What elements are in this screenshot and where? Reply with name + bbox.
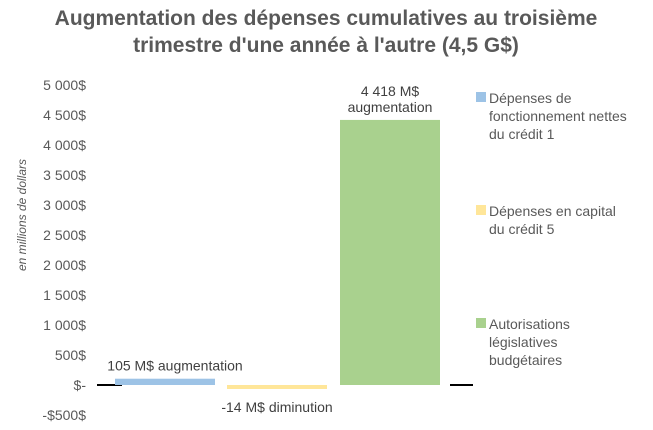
data-label-3: augmentation	[348, 99, 433, 115]
y-tick-label: 2 500$	[43, 227, 86, 243]
legend-label-2: Dépenses en capital	[489, 203, 616, 219]
y-tick-label: 3 500$	[43, 167, 86, 183]
y-tick-label: $-	[74, 377, 87, 393]
bar-3	[340, 119, 440, 386]
legend-label-1: fonctionnement nettes	[489, 108, 627, 124]
chart-title-line-2: trimestre d'une année à l'autre (4,5 G$)	[133, 34, 519, 57]
data-labels: 105 M$ augmentation -14 M$ diminution 4 41…	[107, 83, 432, 415]
bar-2	[227, 385, 327, 389]
legend-label-3: législatives	[489, 334, 557, 350]
bars	[97, 119, 473, 389]
legend-swatch-3	[476, 318, 486, 328]
legend-label-2: du crédit 5	[489, 221, 555, 237]
y-tick-label: 1 000$	[43, 317, 86, 333]
data-label-2: -14 M$ diminution	[221, 399, 332, 415]
y-tick-label: 1 500$	[43, 287, 86, 303]
legend-label-1: du crédit 1	[489, 126, 555, 142]
legend: Dépenses de fonctionnement nettes du crédi…	[476, 90, 627, 368]
y-axis-label: en millions de dollars	[15, 159, 29, 271]
y-tick-label: 2 000$	[43, 257, 86, 273]
y-tick-labels: -$500$ $- 500$ 1 000$ 1 500$ 2 000$ 2 500$ 3 00…	[42, 77, 86, 423]
y-tick-label: 4 000$	[43, 137, 86, 153]
y-tick-label: -$500$	[42, 407, 86, 423]
y-tick-label: 3 000$	[43, 197, 86, 213]
data-label-3: 4 418 M$	[361, 83, 420, 99]
legend-swatch-2	[476, 205, 486, 215]
y-tick-label: 4 500$	[43, 107, 86, 123]
y-tick-label: 5 000$	[43, 77, 86, 93]
legend-label-1: Dépenses de	[489, 90, 572, 106]
legend-swatch-1	[476, 92, 486, 102]
y-tick-label: 500$	[55, 347, 86, 363]
data-label-1: 105 M$ augmentation	[107, 358, 242, 374]
legend-label-3: Autorisations	[489, 316, 570, 332]
chart-title-line-1: Augmentation des dépenses cumulatives au…	[55, 7, 598, 30]
bar-1	[115, 378, 215, 385]
legend-label-3: budgétaires	[489, 352, 562, 368]
